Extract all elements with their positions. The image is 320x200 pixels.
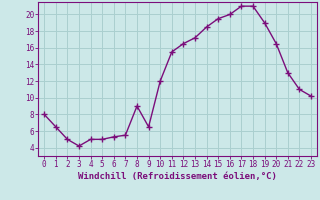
X-axis label: Windchill (Refroidissement éolien,°C): Windchill (Refroidissement éolien,°C)	[78, 172, 277, 181]
